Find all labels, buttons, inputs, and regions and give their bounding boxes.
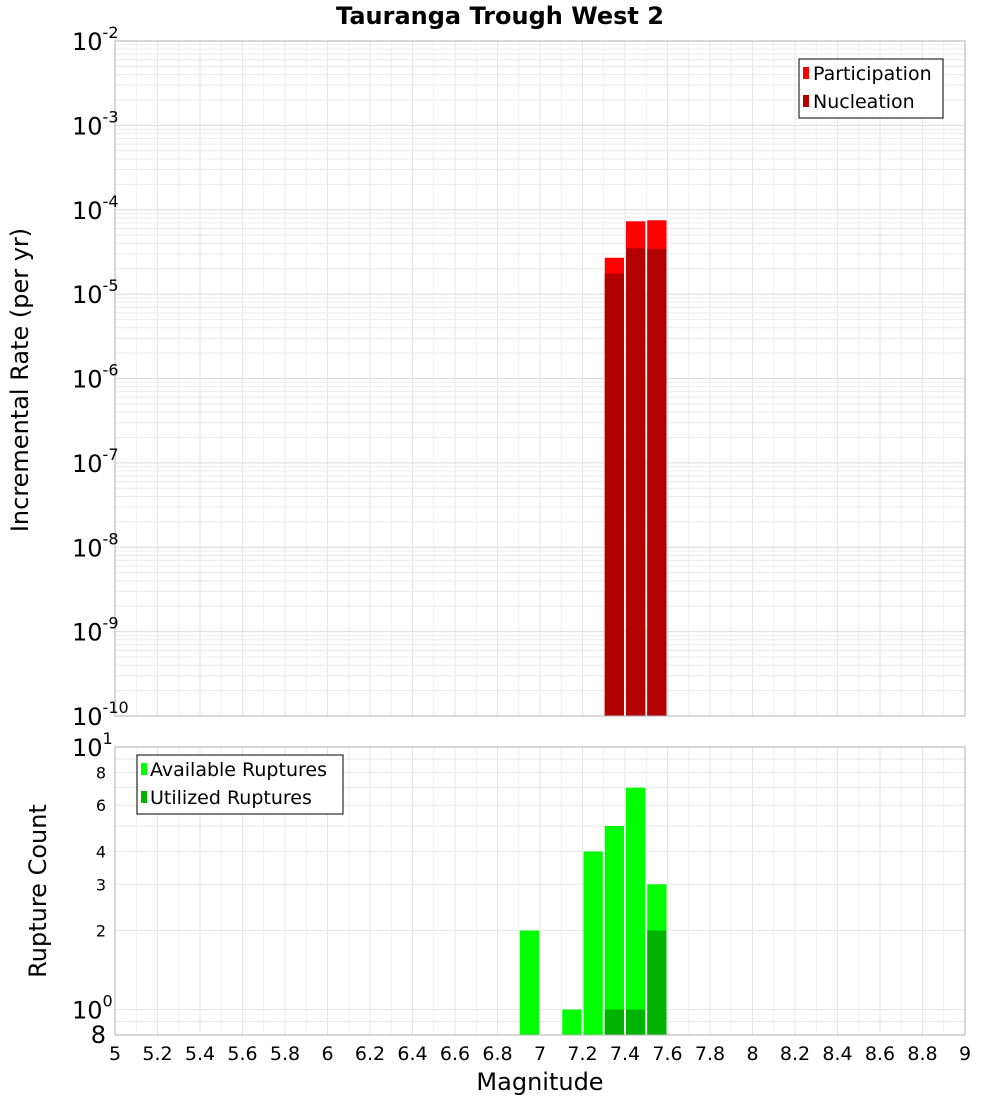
top-y-tick-label: 10-4: [72, 192, 119, 225]
x-tick-label: 7.8: [695, 1043, 725, 1065]
x-tick-label: 7.6: [652, 1043, 682, 1065]
bottom-bar-available-ruptures: [604, 826, 624, 1035]
x-tick-label: 5.4: [185, 1043, 215, 1065]
x-tick-label: 5.8: [270, 1043, 300, 1065]
x-tick-label: 7: [534, 1043, 546, 1065]
top-plot-border: [114, 40, 966, 717]
top-y-tick-label: 10-9: [72, 614, 119, 647]
bottom-bar-utilized-ruptures: [647, 930, 667, 1035]
legend-label-available: Available Ruptures: [150, 759, 327, 781]
bottom-legend-box: [136, 754, 344, 815]
chart-title: Tauranga Trough West 2: [336, 2, 664, 30]
top-y-axis-title: Incremental Rate (per yr): [6, 228, 34, 532]
top-bar-nucleation: [626, 248, 646, 717]
x-tick-label: 6.4: [397, 1043, 427, 1065]
top-legend-box: [798, 58, 944, 119]
x-tick-label: 6.2: [355, 1043, 385, 1065]
x-tick-label: 7.4: [610, 1043, 640, 1065]
top-y-tick-label: 10-5: [72, 276, 119, 309]
bottom-y-tick-label: 3: [96, 875, 106, 894]
bottom-legend: Available Ruptures Utilized Ruptures: [136, 754, 344, 815]
x-tick-label: 5.2: [142, 1043, 172, 1065]
top-y-tick-label: 10-7: [72, 445, 119, 478]
bottom-bar-available-ruptures: [519, 930, 539, 1035]
bottom-y-tick-label: 8: [96, 763, 106, 782]
x-axis-title: Magnitude: [476, 1068, 603, 1096]
top-legend: Participation Nucleation: [798, 58, 944, 119]
bottom-bars: [519, 787, 667, 1035]
legend-swatch-utilized: [141, 791, 147, 803]
top-y-tick-label: 10-2: [72, 23, 119, 56]
legend-label-participation: Participation: [813, 63, 932, 85]
x-tick-label: 6.8: [482, 1043, 512, 1065]
bottom-y-tick-label: 6: [96, 796, 106, 815]
x-tick-label: 8: [746, 1043, 758, 1065]
legend-label-nucleation: Nucleation: [813, 91, 915, 113]
legend-label-utilized: Utilized Ruptures: [150, 787, 312, 809]
top-bar-nucleation: [604, 273, 624, 716]
top-y-tick-labels: 10-2 10-3 10-4 10-5 10-6 10-7 10-8 10-9 10-10: [72, 23, 129, 731]
bottom-plot-border: [114, 746, 966, 1036]
legend-swatch-available: [141, 763, 147, 775]
x-tick-label: 5.6: [227, 1043, 257, 1065]
x-tick-label: 6.6: [440, 1043, 470, 1065]
top-y-tick-label: 10-6: [72, 361, 119, 394]
x-tick-label: 5: [109, 1043, 121, 1065]
x-tick-label: 9: [959, 1043, 971, 1065]
x-tick-label: 8.6: [865, 1043, 895, 1065]
bottom-bar-available-ruptures: [626, 787, 646, 1035]
bottom-bar-available-ruptures: [583, 851, 603, 1035]
bottom-bar-utilized-ruptures: [626, 1009, 646, 1035]
x-tick-label: 8.4: [822, 1043, 852, 1065]
top-y-tick-label: 10-10: [72, 698, 129, 731]
bottom-y-tick-label: 2: [96, 922, 106, 941]
top-bars: [604, 220, 667, 717]
bottom-y-tick-label: 100: [72, 992, 113, 1025]
legend-swatch-nucleation: [803, 95, 809, 107]
top-gridlines: [114, 41, 966, 717]
bottom-bar-available-ruptures: [562, 1009, 582, 1035]
x-tick-labels: 5 5.2 5.4 5.6 5.8 6 6.2 6.4 6.6 6.8 7 7.2 7.4 7.6 7.8 8…: [109, 1043, 971, 1065]
x-tick-label: 6: [321, 1043, 333, 1065]
bottom-y-tick-label: 4: [96, 842, 106, 861]
top-y-tick-label: 10-3: [72, 107, 119, 140]
bottom-y-tick-label: 101: [72, 729, 113, 762]
bottom-y-tick-label: 8: [91, 1021, 106, 1049]
bottom-y-axis-title: Rupture Count: [24, 804, 52, 978]
top-bar-nucleation: [647, 248, 667, 716]
x-tick-label: 8.8: [907, 1043, 937, 1065]
legend-swatch-participation: [803, 67, 809, 79]
top-y-tick-label: 10-8: [72, 529, 119, 562]
x-tick-label: 8.2: [780, 1043, 810, 1065]
bottom-bar-utilized-ruptures: [604, 1009, 624, 1035]
x-tick-label: 7.2: [567, 1043, 597, 1065]
